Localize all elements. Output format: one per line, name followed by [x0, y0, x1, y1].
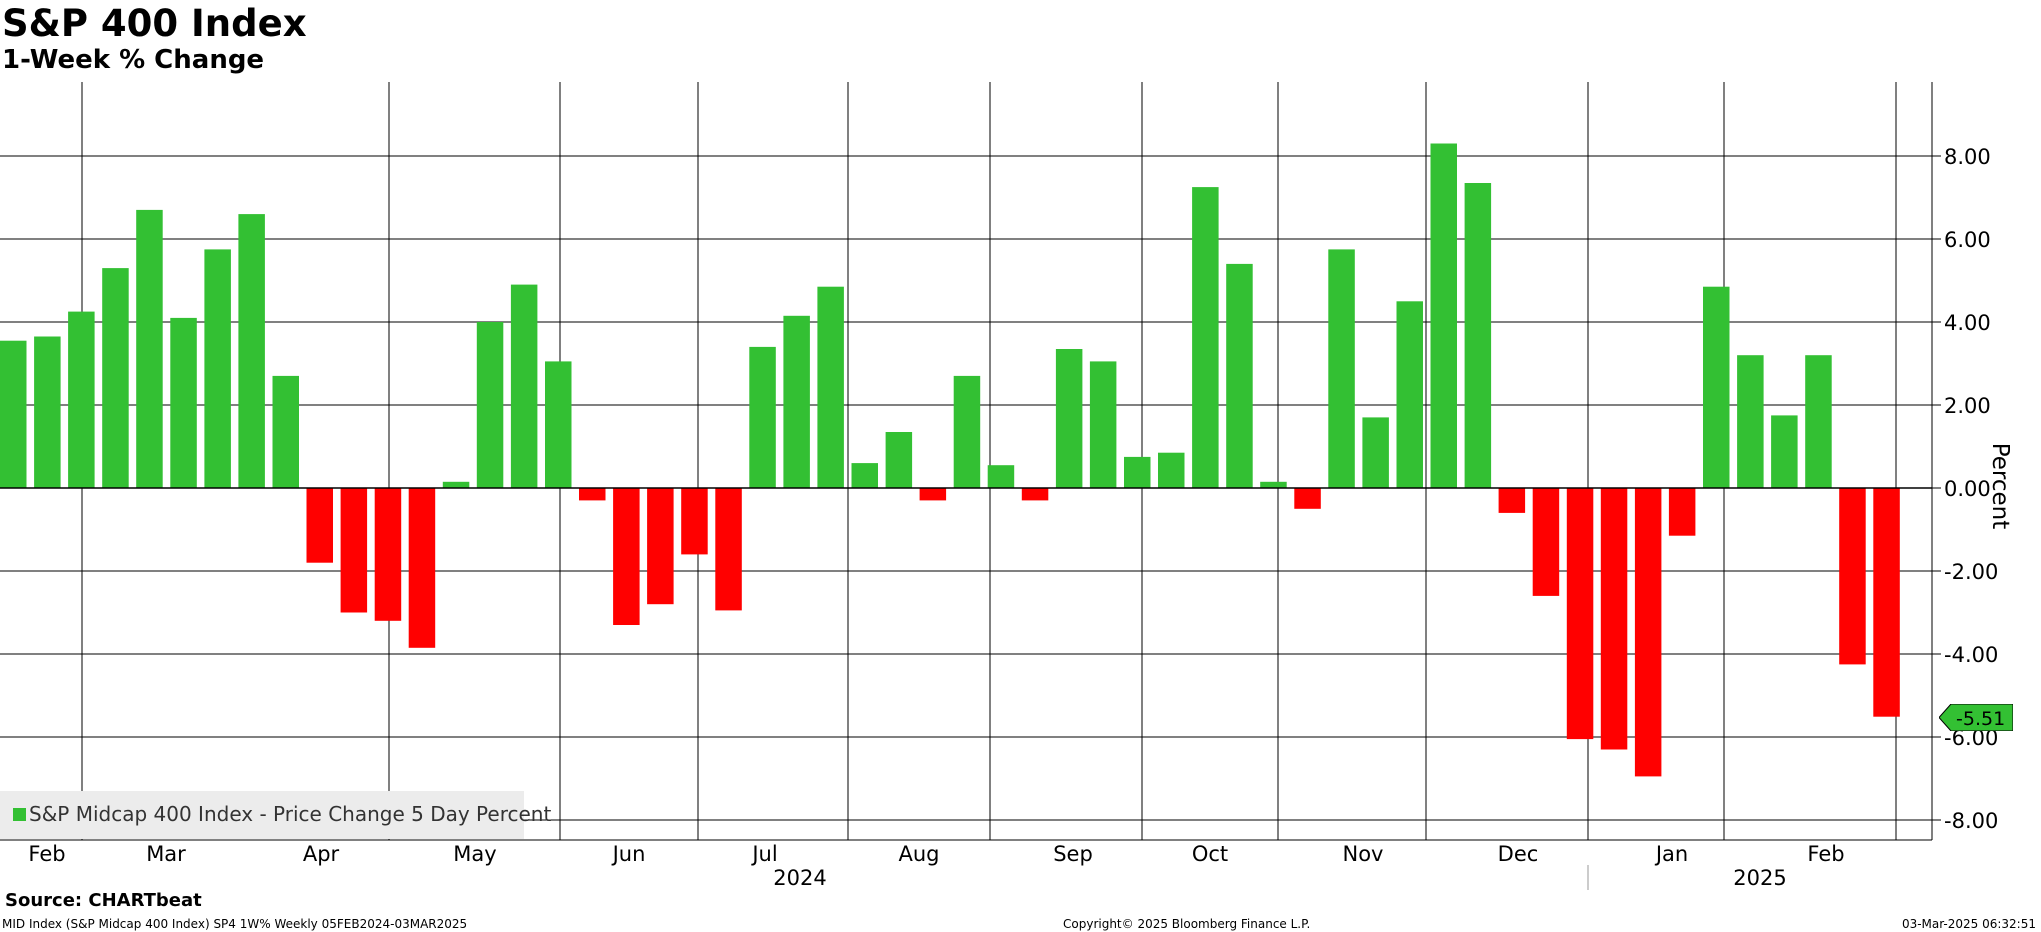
y-tick-label: -4.00: [1944, 643, 1998, 667]
bar: [579, 488, 606, 501]
bar: [1294, 488, 1321, 509]
bar: [340, 488, 368, 613]
y-tick-label: -8.00: [1944, 809, 1998, 833]
bar: [102, 268, 129, 488]
bar: [851, 463, 878, 488]
bar: [1737, 355, 1764, 488]
footer-copyright: Copyright© 2025 Bloomberg Finance L.P.: [1063, 917, 1311, 931]
bar: [306, 488, 333, 563]
bar: [681, 488, 708, 555]
last-value-tag: -5.51: [1939, 704, 2013, 731]
bar: [1192, 187, 1219, 488]
y-tick-label: 0.00: [1944, 477, 1991, 501]
bar: [272, 375, 299, 488]
bar: [715, 488, 742, 611]
bar: [1464, 183, 1492, 488]
y-tick-label: 2.00: [1944, 394, 1991, 418]
chart-subtitle: 1-Week % Change: [2, 45, 265, 75]
bar: [647, 488, 674, 605]
x-month-label: Sep: [1053, 842, 1093, 866]
last-value-label: -5.51: [1956, 708, 2005, 730]
x-month-label: Jun: [611, 842, 646, 866]
bar: [987, 465, 1015, 488]
bar: [1260, 481, 1287, 488]
footer-series-info: MID Index (S&P Midcap 400 Index) SP4 1W%…: [2, 917, 468, 931]
bar: [1532, 488, 1560, 596]
bar: [1771, 415, 1798, 488]
legend-label: S&P Midcap 400 Index - Price Change 5 Da…: [29, 802, 552, 826]
bar: [613, 488, 640, 625]
bar: [1124, 456, 1151, 488]
bar: [1226, 263, 1253, 488]
y-tick-label: 4.00: [1944, 311, 1991, 335]
bar: [1600, 488, 1628, 750]
bar: [1498, 488, 1526, 513]
bar: [442, 481, 470, 488]
bar: [204, 249, 231, 488]
bar: [1566, 488, 1594, 740]
bar: [1430, 143, 1457, 488]
bar: [0, 340, 27, 488]
bar: [1668, 488, 1696, 536]
bar: [749, 346, 776, 488]
y-axis-label: Percent: [1987, 442, 2013, 530]
bar: [68, 311, 95, 488]
bar: [545, 361, 572, 488]
bar: [1089, 361, 1117, 488]
x-month-label: May: [453, 842, 496, 866]
bar: [136, 209, 163, 488]
x-month-label: Nov: [1343, 842, 1384, 866]
bar: [510, 284, 538, 488]
x-month-label: Aug: [898, 842, 939, 866]
bar: [1158, 452, 1185, 488]
bar: [408, 488, 436, 648]
x-month-label: Feb: [28, 842, 65, 866]
y-tick-label: 8.00: [1944, 145, 1991, 169]
legend-swatch: [13, 808, 26, 821]
bar: [1021, 488, 1049, 501]
bar: [1839, 488, 1866, 665]
x-month-label: Oct: [1192, 842, 1228, 866]
bar: [1055, 349, 1083, 488]
x-year-label: 2024: [773, 866, 826, 890]
legend: S&P Midcap 400 Index - Price Change 5 Da…: [0, 791, 551, 839]
x-month-label: Apr: [303, 842, 340, 866]
bar: [1703, 286, 1730, 488]
bar: [374, 488, 402, 621]
bar: [1873, 488, 1900, 717]
chart-title: S&P 400 Index: [2, 2, 307, 45]
bar: [170, 317, 197, 488]
bar: [783, 315, 810, 488]
bar: [1634, 488, 1662, 777]
x-month-label: Dec: [1498, 842, 1539, 866]
bar: [919, 488, 947, 501]
x-month-label: Feb: [1807, 842, 1844, 866]
x-year-label: 2025: [1733, 866, 1786, 890]
x-month-label: Jul: [750, 842, 777, 866]
bar: [34, 336, 61, 488]
bar: [885, 432, 913, 488]
bar: [476, 322, 504, 488]
bar: [817, 286, 844, 488]
bar: [953, 375, 981, 488]
bar: [1805, 355, 1832, 488]
bar: [238, 214, 265, 488]
footer-timestamp: 03-Mar-2025 06:32:51: [1901, 917, 2036, 931]
bar: [1396, 301, 1423, 489]
x-month-label: Mar: [146, 842, 186, 866]
x-month-label: Jan: [1654, 842, 1688, 866]
bar: [1328, 249, 1355, 488]
y-tick-label: -2.00: [1944, 560, 1998, 584]
y-tick-label: 6.00: [1944, 228, 1991, 252]
bar: [1362, 417, 1389, 488]
source-note: Source: CHARTbeat: [5, 890, 202, 911]
